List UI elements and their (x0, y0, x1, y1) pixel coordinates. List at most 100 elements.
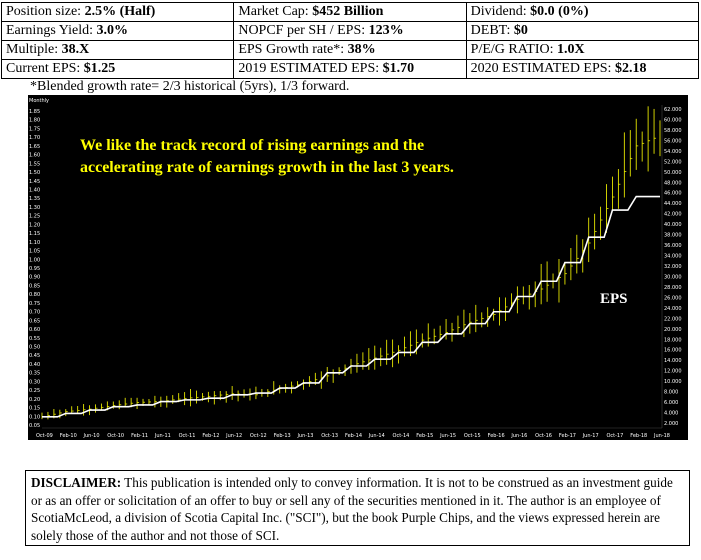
left-tick-label: 0.45 (29, 353, 40, 359)
right-tick-label: 2.000 (664, 421, 678, 427)
cell-value: 38.X (61, 42, 90, 57)
left-tick-label: 0.90 (29, 275, 40, 281)
chart-callout: We like the track record of rising earni… (80, 135, 560, 179)
right-tick-label: 6.000 (664, 400, 678, 406)
left-tick-label: 1.35 (29, 196, 40, 202)
cell-label: Earnings Yield: (6, 23, 97, 38)
right-tick-label: 34.000 (664, 254, 682, 260)
eps-2019-cell: 2019 ESTIMATED EPS: $1.70 (233, 59, 467, 79)
cell-value: $0.0 (0%) (530, 4, 589, 19)
left-tick-label: 1.85 (29, 109, 40, 115)
left-tick-label: 0.05 (29, 423, 40, 429)
left-tick-label: 1.20 (29, 222, 40, 228)
left-tick-label: 0.30 (29, 379, 40, 385)
cell-value: 1.0X (557, 42, 585, 57)
left-tick-label: 1.25 (29, 214, 40, 220)
x-tick-label: Feb-13 (274, 433, 291, 439)
left-tick-label: 1.75 (29, 126, 40, 132)
callout-line-2: accelerating rate of earnings growth in … (80, 159, 454, 176)
cell-label: Current EPS: (6, 61, 84, 76)
right-tick-label: 58.000 (664, 128, 682, 134)
left-tick-label: 0.20 (29, 397, 40, 403)
x-tick-label: Oct-16 (535, 433, 552, 439)
x-tick-label: Feb-11 (131, 433, 148, 439)
left-tick-label: 0.95 (29, 266, 40, 272)
left-tick-label: 1.65 (29, 144, 40, 150)
left-tick-label: 0.35 (29, 371, 40, 377)
x-tick-label: Oct-13 (321, 433, 338, 439)
left-tick-label: 0.75 (29, 301, 40, 307)
cell-value: 2.5% (Half) (84, 4, 156, 19)
right-tick-label: 12.000 (664, 369, 682, 375)
right-tick-label: 10.000 (664, 379, 682, 385)
eps-2020-cell: 2020 ESTIMATED EPS: $2.18 (465, 59, 700, 79)
right-tick-label: 28.000 (664, 285, 682, 291)
current-eps-cell: Current EPS: $1.25 (0, 59, 235, 79)
x-tick-label: Jun-13 (296, 433, 313, 439)
cell-value: $452 Billion (312, 4, 384, 19)
left-tick-label: 1.60 (29, 153, 40, 159)
eps-line (42, 195, 660, 418)
eps-growth-cell: EPS Growth rate*: 38% (233, 40, 467, 60)
eps-series-label: EPS (600, 291, 628, 307)
dividend-cell: Dividend: $0.0 (0%) (465, 2, 700, 22)
right-tick-label: 16.000 (664, 348, 682, 354)
left-tick-label: 0.65 (29, 318, 40, 324)
market-cap-cell: Market Cap: $452 Billion (233, 2, 467, 22)
left-tick-label: 1.40 (29, 188, 40, 194)
x-tick-label: Oct-10 (107, 433, 124, 439)
right-tick-label: 60.000 (664, 117, 682, 123)
x-tick-label: Feb-12 (202, 433, 219, 439)
metrics-table: Position size: 2.5% (Half) Market Cap: $… (0, 2, 700, 79)
right-tick-label: 52.000 (664, 159, 682, 165)
left-tick-label: 0.15 (29, 406, 40, 412)
left-tick-label: 1.50 (29, 170, 40, 176)
nopcf-cell: NOPCF per SH / EPS: 123% (233, 21, 467, 41)
right-tick-label: 38.000 (664, 233, 682, 239)
right-tick-label: 54.000 (664, 149, 682, 155)
x-tick-label: Oct-09 (36, 433, 53, 439)
metrics-row: Current EPS: $1.25 2019 ESTIMATED EPS: $… (0, 59, 700, 79)
left-tick-label: 0.10 (29, 414, 40, 420)
x-tick-label: Jun-11 (154, 433, 171, 439)
left-tick-label: 1.55 (29, 161, 40, 167)
left-tick-label: 0.60 (29, 327, 40, 333)
right-tick-label: 24.000 (664, 306, 682, 312)
cell-label: P/E/G RATIO: (470, 42, 557, 57)
right-tick-label: 62.000 (664, 107, 682, 113)
cell-label: DEBT: (470, 23, 514, 38)
right-tick-label: 14.000 (664, 358, 682, 364)
cell-label: EPS Growth rate*: (238, 42, 348, 57)
left-tick-label: 0.85 (29, 283, 40, 289)
left-tick-label: 1.10 (29, 240, 40, 246)
right-tick-label: 8.000 (664, 390, 678, 396)
cell-value: 123% (368, 23, 404, 38)
right-tick-label: 44.000 (664, 201, 682, 207)
x-tick-label: Feb-14 (345, 433, 362, 439)
x-tick-label: Jun-10 (83, 433, 100, 439)
left-tick-label: 0.70 (29, 310, 40, 316)
blended-growth-note: *Blended growth rate= 2/3 historical (5y… (30, 79, 350, 94)
metrics-row: Multiple: 38.X EPS Growth rate*: 38% P/E… (0, 40, 700, 60)
chart-canvas: Monthly 1.85 1.80 1.75 1.70 1.65 1.60 1.55 1.50 1… (29, 98, 682, 439)
left-tick-label: 1.80 (29, 118, 40, 124)
x-tick-label: Jun-12 (225, 433, 242, 439)
cell-value: $1.25 (83, 61, 116, 76)
left-tick-label: 0.80 (29, 292, 40, 298)
x-tick-label: Jun-17 (582, 433, 599, 439)
disclaimer-box: DISCLAIMER: This publication is intended… (25, 470, 690, 546)
cell-label: 2019 ESTIMATED EPS: (238, 61, 383, 76)
callout-line-1: We like the track record of rising earni… (80, 137, 425, 154)
left-tick-label: 1.30 (29, 205, 40, 211)
right-tick-label: 56.000 (664, 138, 682, 144)
metrics-row: Earnings Yield: 3.0% NOPCF per SH / EPS:… (0, 21, 700, 41)
multiple-cell: Multiple: 38.X (0, 40, 235, 60)
cell-label: Market Cap: (238, 4, 313, 19)
cell-value: $0 (513, 23, 528, 38)
x-tick-label: Oct-17 (606, 433, 623, 439)
right-tick-label: 20.000 (664, 327, 682, 333)
cell-value: $1.70 (382, 61, 415, 76)
right-tick-label: 26.000 (664, 295, 682, 301)
right-tick-label: 42.000 (664, 212, 682, 218)
right-tick-label: 30.000 (664, 274, 682, 280)
